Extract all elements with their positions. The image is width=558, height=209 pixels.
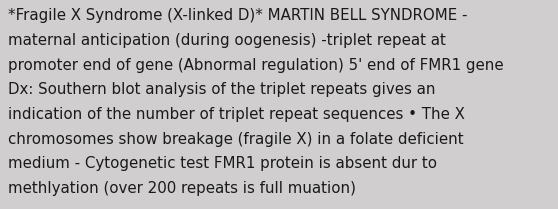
- Text: chromosomes show breakage (fragile X) in a folate deficient: chromosomes show breakage (fragile X) in…: [8, 132, 464, 147]
- Text: promoter end of gene (Abnormal regulation) 5' end of FMR1 gene: promoter end of gene (Abnormal regulatio…: [8, 58, 504, 73]
- Text: *Fragile X Syndrome (X-linked D)* MARTIN BELL SYNDROME -: *Fragile X Syndrome (X-linked D)* MARTIN…: [8, 8, 468, 23]
- Text: maternal anticipation (during oogenesis) -triplet repeat at: maternal anticipation (during oogenesis)…: [8, 33, 446, 48]
- Text: indication of the number of triplet repeat sequences • The X: indication of the number of triplet repe…: [8, 107, 465, 122]
- Text: medium - Cytogenetic test FMR1 protein is absent dur to: medium - Cytogenetic test FMR1 protein i…: [8, 156, 437, 171]
- Text: methlyation (over 200 repeats is full muation): methlyation (over 200 repeats is full mu…: [8, 181, 357, 196]
- Text: Dx: Southern blot analysis of the triplet repeats gives an: Dx: Southern blot analysis of the triple…: [8, 82, 436, 97]
